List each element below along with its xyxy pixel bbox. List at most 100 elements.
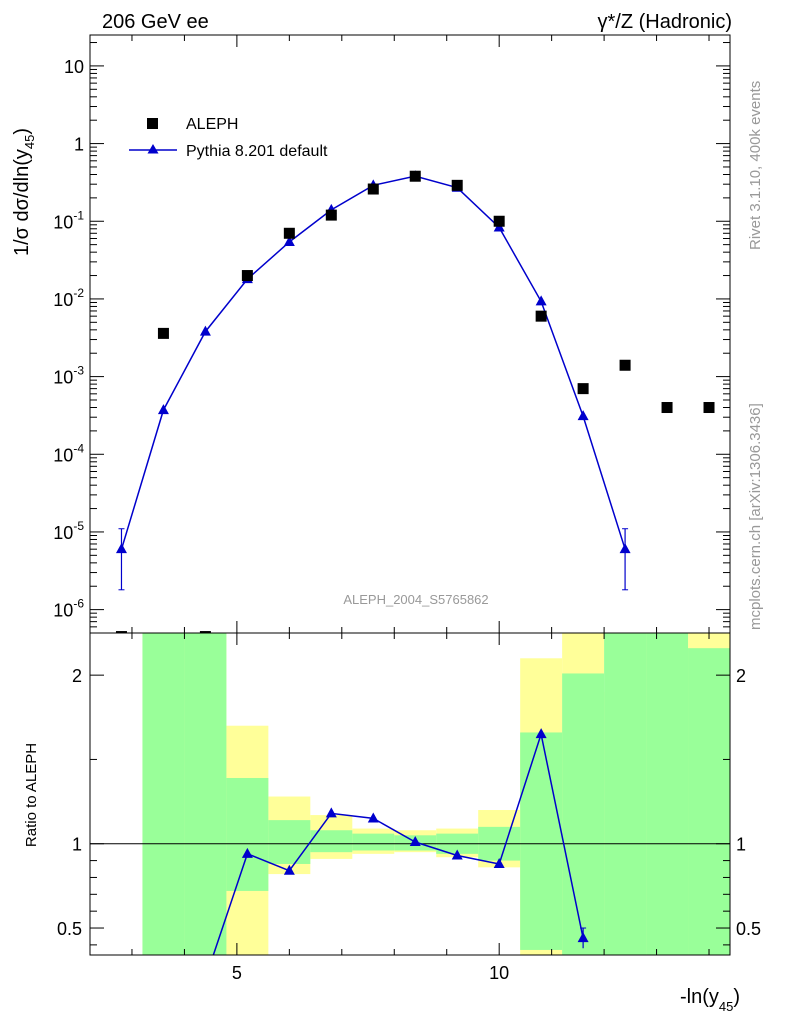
ratio-ylabel: Ratio to ALEPH <box>23 743 40 847</box>
ratio-stat-bin <box>352 833 395 851</box>
ratio-mc-point <box>535 728 547 739</box>
mc-line <box>120 175 626 550</box>
ytick-base: 10 <box>53 368 73 388</box>
legend-mc-marker <box>147 144 159 154</box>
ratio-mc-point <box>241 847 253 858</box>
ytick-base: 10 <box>53 445 73 465</box>
mc-point <box>535 295 547 306</box>
ratio-mc-point <box>451 849 463 860</box>
ratio-mc-point <box>283 864 295 875</box>
main-ytick-label: 10-5 <box>53 519 84 543</box>
ratio-plot-area <box>90 633 730 955</box>
data-point <box>157 327 169 339</box>
main-ytick-label: 1 <box>74 135 84 155</box>
ratio-stat-bin <box>520 732 563 950</box>
ratio-stat-bin <box>310 830 353 853</box>
header-energy-label: 206 GeV ee <box>102 11 209 33</box>
data-point <box>283 227 295 239</box>
main-ytick-label: 10-1 <box>53 208 84 232</box>
data-point <box>535 310 547 322</box>
ytick-base: 10 <box>53 601 73 621</box>
data-point <box>199 631 211 633</box>
mc-point <box>199 325 211 336</box>
data-point <box>325 209 337 221</box>
ratio-frame <box>89 632 731 956</box>
ratio-ytick-label: 0.5 <box>57 919 82 939</box>
ytick-base: 10 <box>53 523 73 543</box>
data-series-main <box>115 170 715 633</box>
ytick-exponent: -1 <box>73 208 84 222</box>
mcplots-label: mcplots.cern.ch [arXiv:1306.3436] <box>747 403 764 630</box>
data-point <box>409 170 421 182</box>
main-ylabel-main: 1/σ dσ/dln(y <box>11 149 33 256</box>
ytick-exponent: -6 <box>73 597 84 611</box>
analysis-label: ALEPH_2004_S5765862 <box>343 592 488 607</box>
main-ytick-label: 10-6 <box>53 597 84 621</box>
mc-point <box>577 410 589 421</box>
legend-mc-label: Pythia 8.201 default <box>186 143 328 160</box>
legend-data-label: ALEPH <box>186 116 238 133</box>
main-ylabel: 1/σ dσ/dln(y45) <box>11 128 37 256</box>
data-point <box>451 179 463 191</box>
header-process-label: γ*/Z (Hadronic) <box>598 11 732 33</box>
ytick-exponent: -2 <box>73 286 84 300</box>
ratio-xtick-label: 5 <box>232 963 242 983</box>
ratio-mc-point <box>325 807 337 818</box>
main-ytick-label: 10 <box>64 57 84 77</box>
ratio-ytick-label-right: 0.5 <box>736 919 761 939</box>
data-point <box>493 215 505 227</box>
main-ylabel-close: ) <box>11 128 33 135</box>
legend: ALEPH Pythia 8.201 default <box>129 116 328 160</box>
ytick-base: 10 <box>53 212 73 232</box>
data-point <box>577 383 589 395</box>
mc-point <box>115 543 127 554</box>
legend-data-marker <box>147 118 158 129</box>
main-ytick-label: 10-4 <box>53 441 84 465</box>
main-ytick-label: 10-3 <box>53 364 84 388</box>
main-ylabel-sub: 45 <box>22 135 37 149</box>
ratio-mc-point <box>409 836 421 847</box>
rivet-version-label: Rivet 3.1.10, 400k events <box>747 81 764 250</box>
ratio-mc-series <box>212 728 589 955</box>
ratio-stat-band <box>142 633 730 955</box>
mc-point <box>283 236 295 247</box>
ratio-xlabel-close: ) <box>733 986 740 1008</box>
ratio-axes: 0.5 0.5 1 1 2 2 5 10 <box>57 632 761 983</box>
mc-series-main <box>115 170 631 591</box>
mc-point <box>157 404 169 415</box>
data-point <box>241 270 253 282</box>
ratio-xtick-label: 10 <box>489 963 509 983</box>
mc-point <box>619 543 631 554</box>
ratio-mc-line <box>212 731 584 955</box>
ratio-stat-bin <box>184 633 227 955</box>
data-point <box>367 183 379 195</box>
ratio-ytick-label: 1 <box>72 835 82 855</box>
ratio-stat-bin <box>226 777 269 891</box>
data-point <box>115 631 127 633</box>
ratio-mc-point <box>367 812 379 823</box>
data-point <box>703 402 715 414</box>
ratio-stat-bin <box>604 633 647 955</box>
ratio-ytick-label-right: 2 <box>736 666 746 686</box>
ratio-mc-point <box>577 932 589 943</box>
data-point <box>619 359 631 371</box>
ratio-mc-point <box>493 857 505 868</box>
ytick-base: 10 <box>53 290 73 310</box>
ratio-stat-bin <box>646 633 689 955</box>
ratio-stat-bin <box>688 648 730 955</box>
main-ytick-label: 10-2 <box>53 286 84 310</box>
main-plot-area <box>115 170 715 633</box>
ratio-stat-bin <box>142 633 185 955</box>
data-point <box>661 402 673 414</box>
ratio-ytick-label: 2 <box>72 666 82 686</box>
ratio-xlabel: -ln(y45) <box>680 986 740 1014</box>
ratio-xlabel-main: -ln(y <box>680 986 719 1008</box>
ytick-exponent: -5 <box>73 519 84 533</box>
ratio-ytick-label-right: 1 <box>736 835 746 855</box>
ratio-stat-bin <box>562 673 605 955</box>
ratio-xlabel-sub: 45 <box>719 999 733 1014</box>
ytick-exponent: -4 <box>73 441 84 455</box>
ytick-exponent: -3 <box>73 364 84 378</box>
ratio-stat-bin <box>268 820 311 864</box>
